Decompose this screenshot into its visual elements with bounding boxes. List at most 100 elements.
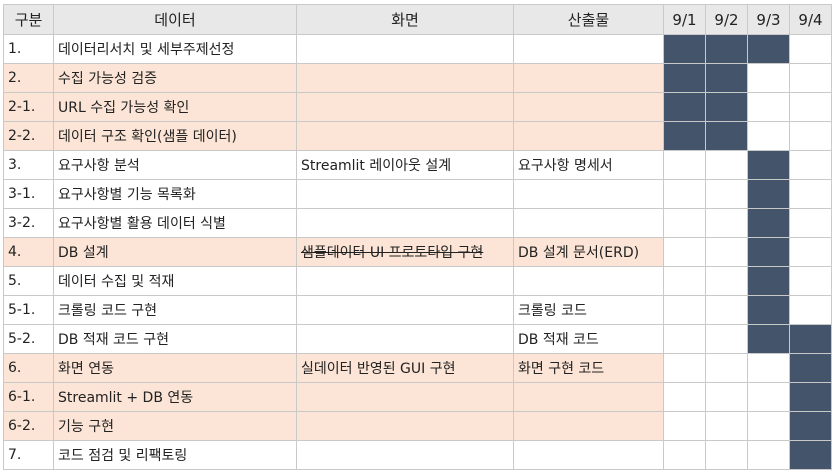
table-row: 2. 수집 가능성 검증 bbox=[3, 63, 832, 93]
row-number-text: 5. bbox=[8, 273, 22, 289]
row-screen-cell bbox=[296, 266, 514, 296]
day-4-cell bbox=[789, 237, 832, 267]
day-4-cell bbox=[789, 179, 832, 209]
day-3-cell bbox=[747, 121, 790, 151]
row-screen-cell bbox=[296, 179, 514, 209]
row-data-text: 수집 가능성 검증 bbox=[58, 71, 158, 87]
day-3-cell bbox=[747, 150, 790, 180]
row-data-text: 기능 구현 bbox=[58, 419, 114, 435]
row-screen-cell bbox=[296, 382, 514, 412]
header-day-1: 9/1 bbox=[663, 4, 706, 35]
row-output-cell bbox=[513, 440, 664, 470]
row-data-text: 데이터리서치 및 세부주제선정 bbox=[58, 42, 235, 58]
day-1-cell bbox=[663, 324, 706, 354]
row-number-text: 5-1. bbox=[8, 302, 36, 318]
row-output-text: DB 적재 코드 bbox=[518, 332, 599, 348]
header-data: 데이터 bbox=[53, 4, 297, 35]
row-number-cell: 3. bbox=[3, 150, 54, 180]
table-row: 7. 코드 점검 및 리팩토링 bbox=[3, 440, 832, 470]
day-3-cell bbox=[747, 92, 790, 122]
day-3-cell bbox=[747, 440, 790, 470]
row-screen-cell: Streamlit 레이아웃 설계 bbox=[296, 150, 514, 180]
row-number-text: 1. bbox=[8, 41, 22, 57]
table-row: 3-1. 요구사항별 기능 목록화 bbox=[3, 179, 832, 209]
day-4-cell bbox=[789, 150, 832, 180]
row-output-text: 화면 구현 코드 bbox=[518, 361, 605, 377]
row-data-text: 요구사항별 기능 목록화 bbox=[58, 187, 196, 203]
day-3-cell bbox=[747, 63, 790, 93]
day-1-cell bbox=[663, 382, 706, 412]
row-data-cell: 화면 연동 bbox=[53, 353, 297, 383]
row-output-cell bbox=[513, 34, 664, 64]
table-row: 6. 화면 연동 실데이터 반영된 GUI 구현 화면 구현 코드 bbox=[3, 353, 832, 383]
row-number-text: 2-1. bbox=[8, 99, 36, 115]
row-number-text: 6-2. bbox=[8, 418, 36, 434]
row-number-text: 3-2. bbox=[8, 215, 36, 231]
row-data-text: 화면 연동 bbox=[58, 361, 114, 377]
day-3-cell bbox=[747, 179, 790, 209]
day-4-cell bbox=[789, 121, 832, 151]
table-row: 1. 데이터리서치 및 세부주제선정 bbox=[3, 34, 832, 64]
table-row: 3. 요구사항 분석 Streamlit 레이아웃 설계 요구사항 명세서 bbox=[3, 150, 832, 180]
day-1-cell bbox=[663, 34, 706, 64]
row-output-cell bbox=[513, 208, 664, 238]
row-output-cell: 화면 구현 코드 bbox=[513, 353, 664, 383]
day-1-cell bbox=[663, 92, 706, 122]
day-4-cell bbox=[789, 440, 832, 470]
header-row: 구분 데이터 화면 산출물 9/1 9/2 9/3 9/4 bbox=[3, 4, 832, 35]
day-4-cell bbox=[789, 382, 832, 412]
row-screen-text: 샘플데이터 UI 프로토타입 구현 bbox=[301, 245, 484, 261]
row-output-cell bbox=[513, 92, 664, 122]
row-data-cell: URL 수집 가능성 확인 bbox=[53, 92, 297, 122]
table-row: 2-1. URL 수집 가능성 확인 bbox=[3, 92, 832, 122]
row-data-cell: 요구사항별 활용 데이터 식별 bbox=[53, 208, 297, 238]
row-number-text: 7. bbox=[8, 447, 22, 463]
header-day-2: 9/2 bbox=[705, 4, 748, 35]
day-2-cell bbox=[705, 208, 748, 238]
header-day-3: 9/3 bbox=[747, 4, 790, 35]
row-data-cell: DB 설계 bbox=[53, 237, 297, 267]
day-1-cell bbox=[663, 266, 706, 296]
day-4-cell bbox=[789, 266, 832, 296]
day-3-cell bbox=[747, 34, 790, 64]
row-data-text: DB 적재 코드 구현 bbox=[58, 332, 170, 348]
row-data-text: Streamlit + DB 연동 bbox=[58, 390, 194, 406]
day-2-cell bbox=[705, 121, 748, 151]
row-data-text: 데이터 수집 및 적재 bbox=[58, 274, 175, 290]
day-1-cell bbox=[663, 440, 706, 470]
row-number-text: 6. bbox=[8, 360, 22, 376]
row-output-text: DB 설계 문서(ERD) bbox=[518, 245, 640, 261]
day-2-cell bbox=[705, 34, 748, 64]
row-number-cell: 6-2. bbox=[3, 411, 54, 441]
row-number-cell: 6. bbox=[3, 353, 54, 383]
row-number-text: 4. bbox=[8, 244, 22, 260]
row-screen-cell bbox=[296, 92, 514, 122]
row-number-text: 3-1. bbox=[8, 186, 36, 202]
day-1-cell bbox=[663, 237, 706, 267]
table-row: 6-2. 기능 구현 bbox=[3, 411, 832, 441]
table-row: 5-1. 크롤링 코드 구현 크롤링 코드 bbox=[3, 295, 832, 325]
row-number-cell: 1. bbox=[3, 34, 54, 64]
row-data-cell: 요구사항 분석 bbox=[53, 150, 297, 180]
day-1-cell bbox=[663, 150, 706, 180]
table-row: 4. DB 설계 샘플데이터 UI 프로토타입 구현 DB 설계 문서(ERD) bbox=[3, 237, 832, 267]
row-data-text: 요구사항 분석 bbox=[58, 158, 140, 174]
row-output-cell bbox=[513, 179, 664, 209]
row-data-cell: 데이터 수집 및 적재 bbox=[53, 266, 297, 296]
row-output-cell bbox=[513, 63, 664, 93]
day-4-cell bbox=[789, 411, 832, 441]
table-row: 3-2. 요구사항별 활용 데이터 식별 bbox=[3, 208, 832, 238]
row-data-cell: 크롤링 코드 구현 bbox=[53, 295, 297, 325]
row-data-cell: Streamlit + DB 연동 bbox=[53, 382, 297, 412]
day-4-cell bbox=[789, 353, 832, 383]
day-2-cell bbox=[705, 92, 748, 122]
row-number-cell: 3-1. bbox=[3, 179, 54, 209]
day-3-cell bbox=[747, 266, 790, 296]
day-3-cell bbox=[747, 208, 790, 238]
row-output-cell: 요구사항 명세서 bbox=[513, 150, 664, 180]
row-number-text: 5-2. bbox=[8, 331, 36, 347]
row-data-text: 요구사항별 활용 데이터 식별 bbox=[58, 216, 226, 232]
row-data-text: 코드 점검 및 리팩토링 bbox=[58, 448, 188, 464]
row-output-cell: DB 설계 문서(ERD) bbox=[513, 237, 664, 267]
row-output-cell bbox=[513, 382, 664, 412]
